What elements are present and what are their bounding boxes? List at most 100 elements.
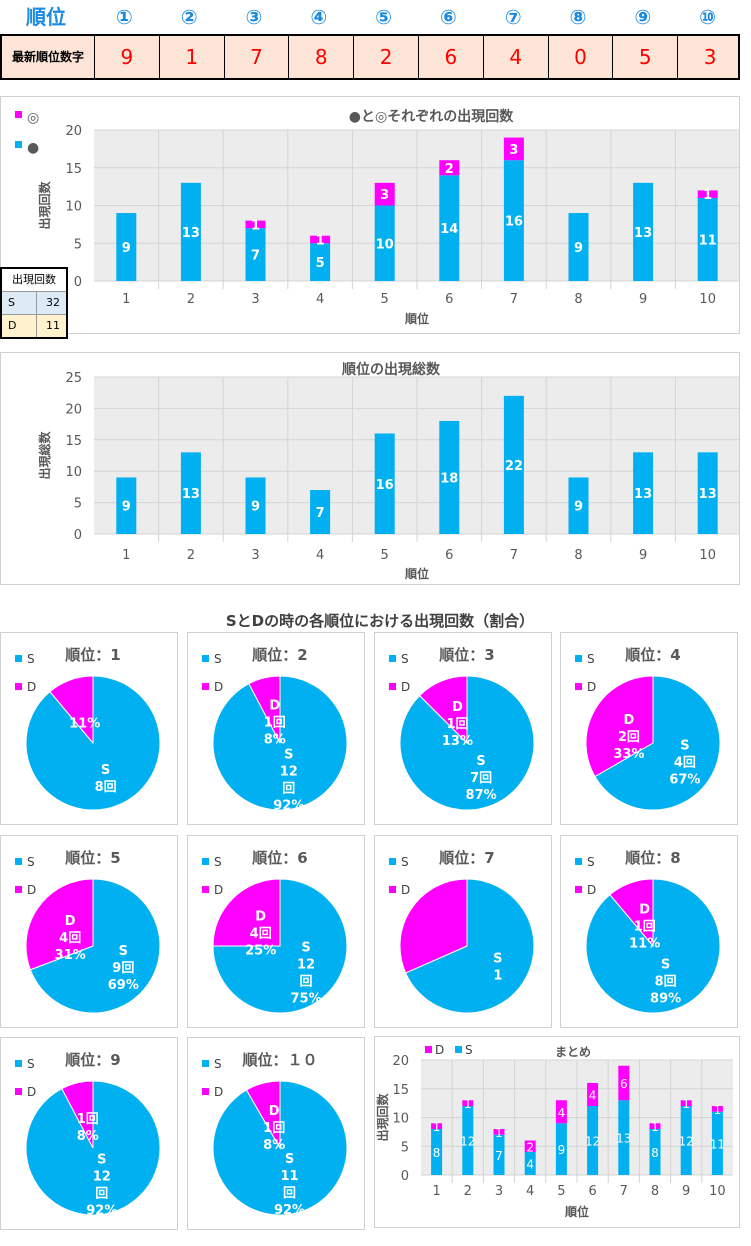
bar-◎-6 [439, 160, 460, 176]
pie-slice-label: S [119, 944, 128, 959]
legend-label-s: S [27, 1057, 35, 1071]
data-label: 13 [699, 487, 717, 502]
pie-slice-label: S [97, 1152, 106, 1167]
x-tick-label: 8 [574, 548, 582, 563]
x-tick-label: 6 [445, 292, 453, 307]
pie-slice-label: 11 [280, 1169, 298, 1184]
total-chart-panel: 順位の出現総数 0 5 10 15 20 25 1 9 2 13 3 9 4 7 5 16 6 18 7 22 8 9 9 13… [0, 352, 740, 585]
legend-label-s: S [587, 652, 595, 666]
legend-swatch-mark1 [15, 141, 22, 148]
y-tick-label: 20 [65, 402, 82, 417]
pie-title: 順位：2 [251, 646, 307, 664]
pie-panel-6: S D 順位：6 S 12 回 75% D 4回 25% [187, 835, 365, 1028]
y-tick-label: 15 [392, 1083, 409, 1098]
count-table-title-text: 出現回数 [12, 273, 56, 286]
x-tick-label: 5 [557, 1184, 565, 1199]
pie-slice-label: 11% [629, 937, 660, 952]
pie-slice-label: 回 [95, 1186, 108, 1201]
pie-section-title: SとDの時の各順位における出現回数（割合） [225, 612, 535, 630]
position-header-5: ⑤ [375, 5, 393, 29]
y-tick-label: 20 [65, 124, 82, 139]
pie-slice-label: D [269, 1104, 280, 1119]
bar-S-1 [431, 1129, 443, 1175]
latest-digit-6: 6 [418, 36, 483, 78]
pie-slice-label: S [476, 754, 485, 769]
data-label: 12 [460, 1135, 475, 1149]
pie-slice-label: 8% [263, 1138, 285, 1153]
pie-slice-label: 回 [283, 1186, 296, 1201]
pie-slice-label: 92% [86, 1203, 117, 1218]
pie-slice-label: S [661, 958, 670, 973]
x-tick-label: 3 [495, 1184, 503, 1199]
summary-bar-chart: まとめ0510152018121213714425946124713688191… [375, 1043, 733, 1219]
data-label: 9 [574, 241, 583, 256]
data-label: 11 [710, 1137, 725, 1151]
bar-◎-3 [245, 220, 266, 229]
bar-●-2 [180, 182, 201, 281]
pie-slice-label: D [269, 699, 280, 714]
x-tick-label: 4 [316, 548, 324, 563]
legend-label-s: S [214, 652, 222, 666]
pie-slice-label: 12 [93, 1169, 111, 1184]
x-tick-label: 6 [588, 1184, 596, 1199]
legend-label-d: D [214, 883, 223, 897]
latest-label: 最新順位数字 [11, 50, 84, 64]
x-tick-label: 9 [682, 1184, 690, 1199]
latest-digit-3: 7 [223, 36, 289, 78]
data-label: 5 [316, 256, 325, 271]
pie-slice-label: 1回 [264, 716, 286, 731]
pie-title: 順位：4 [624, 646, 680, 664]
y-tick-label: 15 [65, 434, 82, 449]
bar-総数-4 [310, 490, 331, 534]
bar-S-5 [555, 1123, 567, 1175]
chart-title: まとめ [555, 1045, 591, 1059]
count-row-d-divider [36, 315, 37, 337]
x-tick-label: 8 [651, 1184, 659, 1199]
pie-slice-d [248, 675, 281, 744]
pie-slice-label: 75% [290, 992, 321, 1007]
legend-swatch-d [15, 683, 22, 690]
data-label: 3 [380, 188, 389, 203]
x-tick-label: 3 [251, 548, 259, 563]
pie-slice-d [245, 1080, 281, 1150]
pie-slice-label: D [623, 713, 634, 728]
pie-slice-label: S [284, 747, 293, 762]
data-label: 1 [651, 1120, 659, 1134]
legend-swatch-d [575, 683, 582, 690]
legend-label-s: S [587, 855, 595, 869]
legend-swatch-s [575, 655, 582, 662]
y-tick-label: 15 [65, 162, 82, 177]
legend-label-s: S [401, 652, 409, 666]
pie-panel-7: S D 順位：7 S 1 [374, 835, 552, 1028]
pie-slice-d [585, 675, 654, 778]
chart-title: 順位の出現総数 [342, 361, 441, 378]
bar-◎-10 [697, 190, 718, 198]
data-label: 1 [464, 1097, 472, 1111]
y-axis-title: 出現回数 [37, 181, 52, 230]
x-tick-label: 2 [187, 548, 195, 563]
data-label: 10 [376, 237, 394, 252]
pie-slice-label: 12 [297, 958, 315, 973]
legend-swatch-s [202, 655, 209, 662]
data-label: 12 [585, 1135, 600, 1149]
pie-panel-4: S D 順位：4 S 4回 67% D 2回 33% [560, 632, 738, 825]
y-tick-label: 5 [74, 497, 82, 512]
data-label: 7 [495, 1149, 503, 1163]
legend-swatch-d [15, 1088, 22, 1095]
data-label: 22 [505, 459, 523, 474]
data-label: 8 [433, 1146, 441, 1160]
pie-slice-label: 13% [442, 734, 473, 749]
data-label: 7 [316, 506, 325, 521]
data-label: 1 [495, 1126, 503, 1140]
x-tick-label: 9 [639, 292, 647, 307]
data-label: 1 [316, 233, 325, 248]
pie-slice-label: 69% [108, 978, 139, 993]
x-tick-label: 7 [510, 548, 518, 563]
pie-panel-8: S D 順位：8 S 8回 89% D 1回 11% [560, 835, 738, 1028]
latest-digit-10: 3 [677, 36, 742, 78]
data-label: 13 [182, 226, 200, 241]
pie-panel-9: S D 順位：9 S 12 回 92% 1回 8% [0, 1037, 178, 1230]
